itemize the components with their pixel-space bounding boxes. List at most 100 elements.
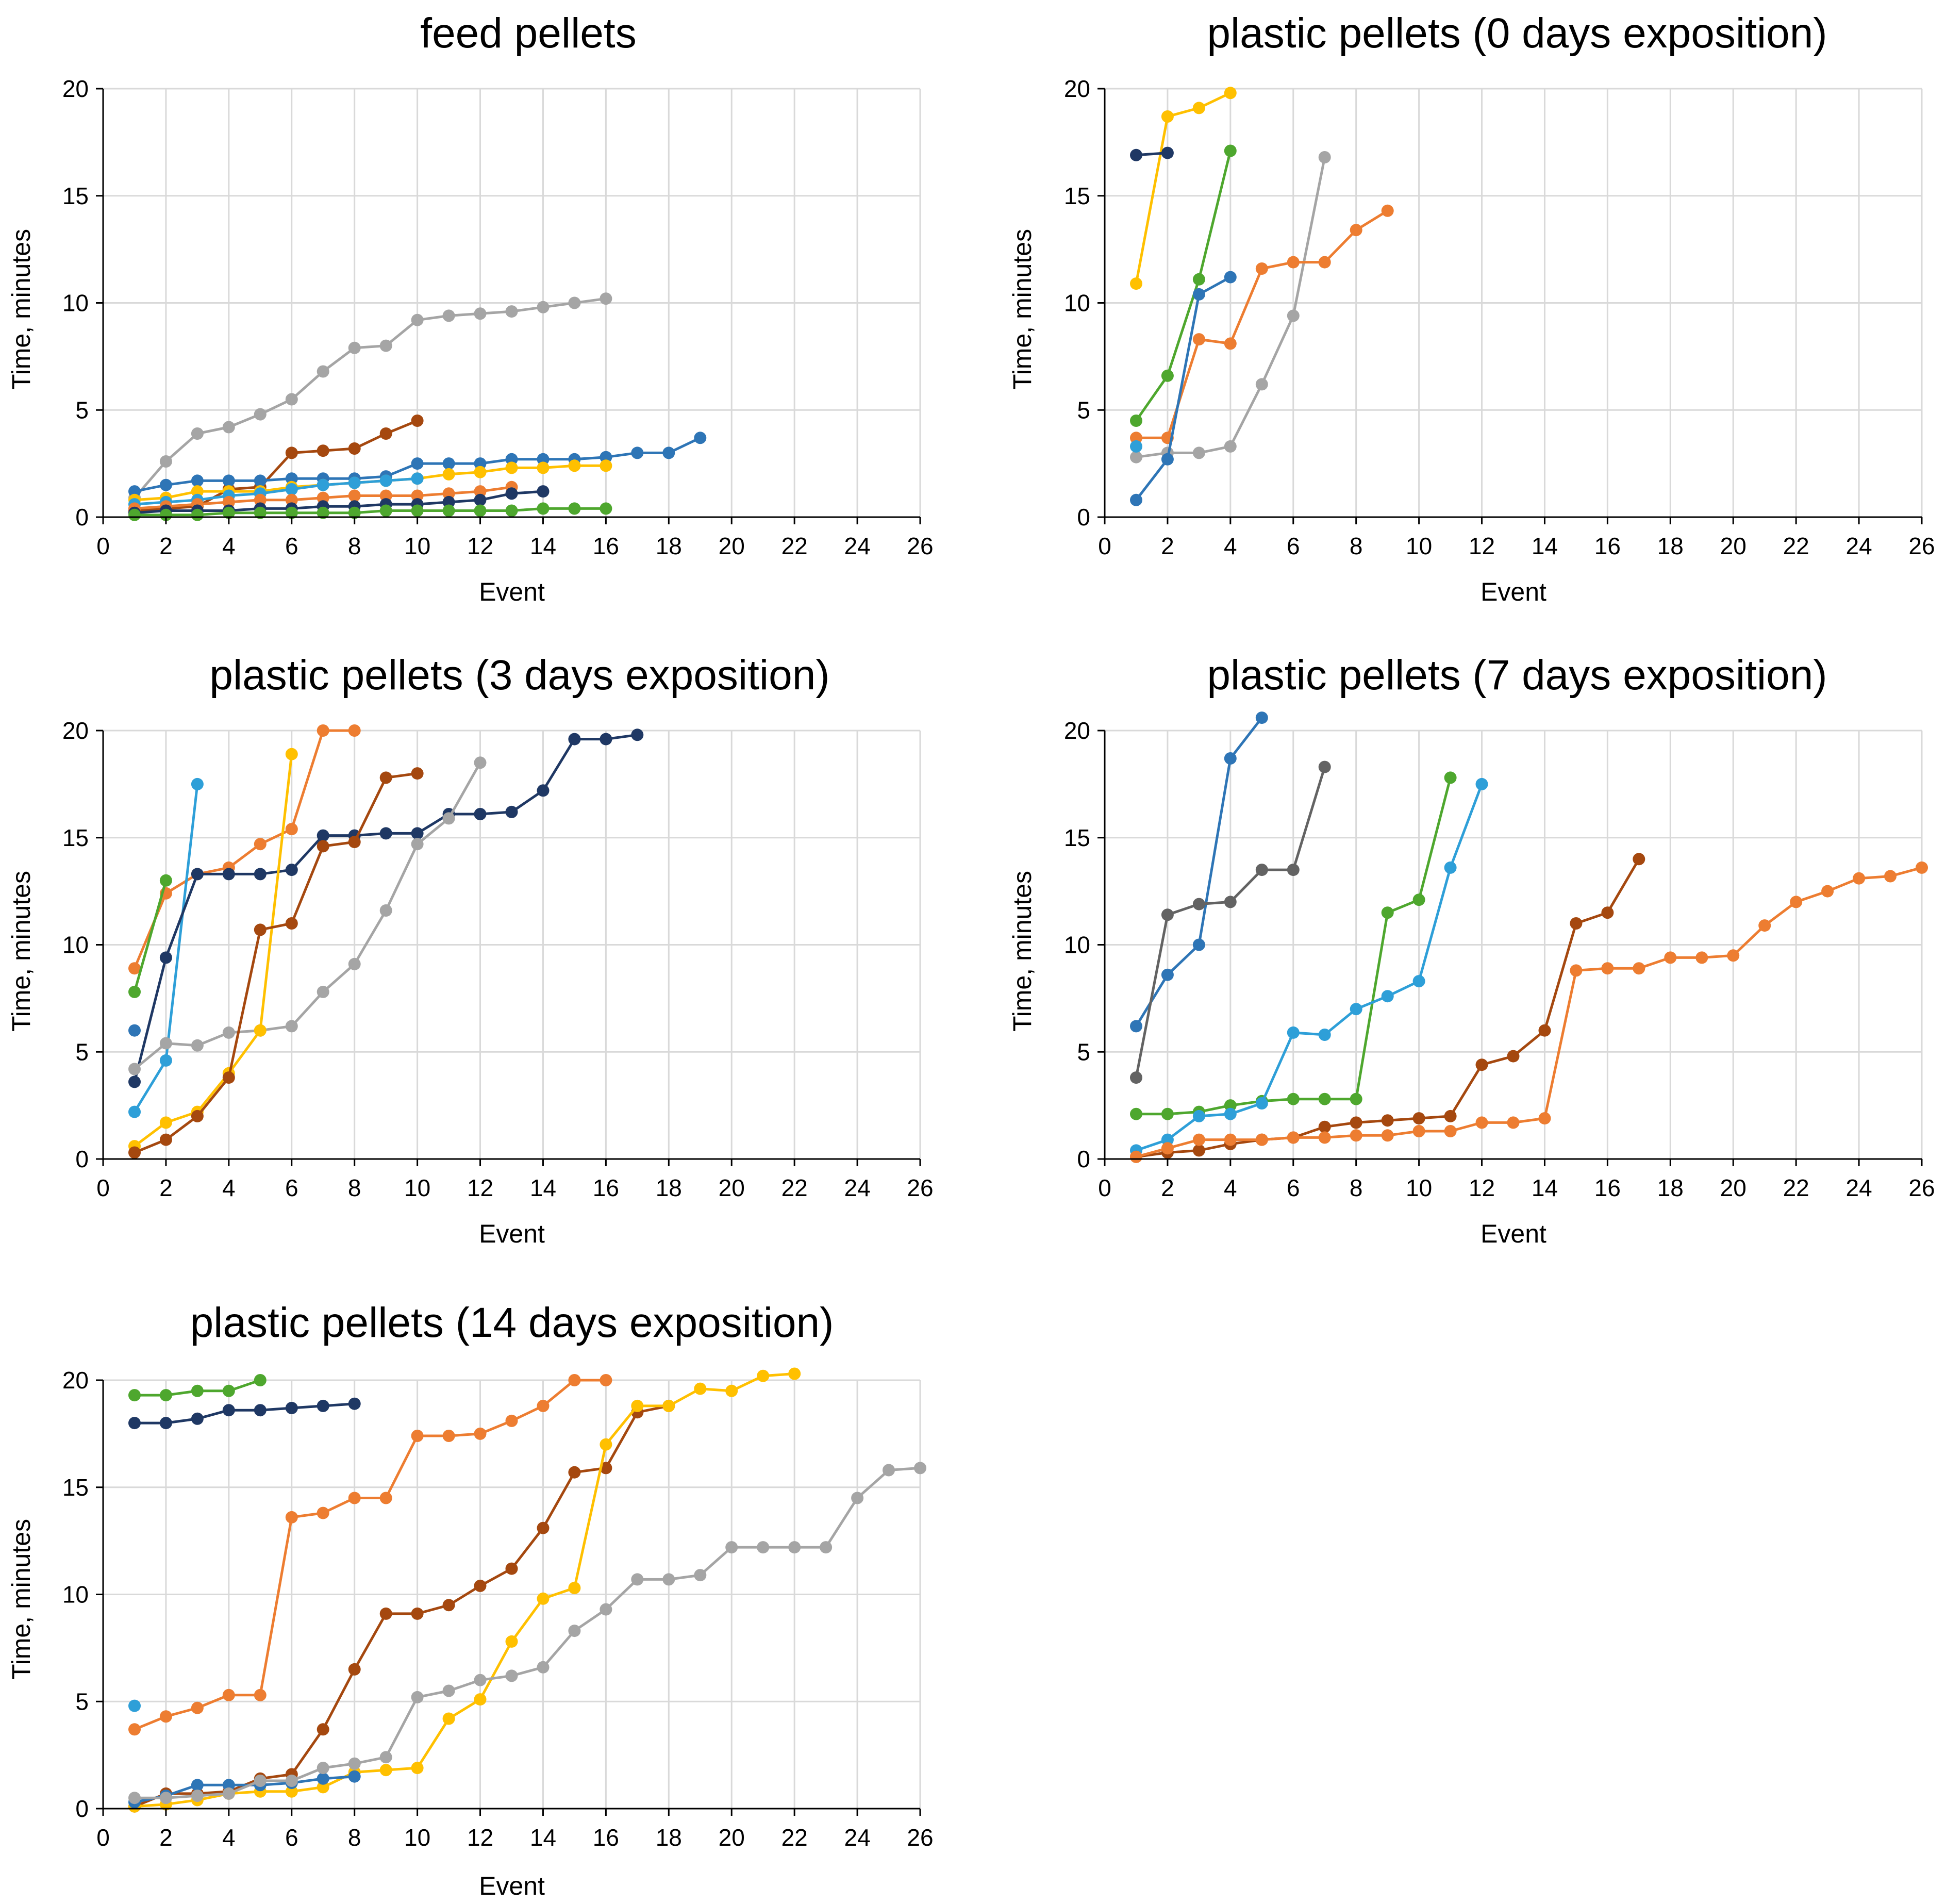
data-point [1287, 1131, 1300, 1144]
y-tick-label: 0 [75, 1795, 89, 1822]
x-tick-label: 0 [1098, 533, 1111, 559]
data-point [411, 489, 424, 502]
data-point [442, 468, 455, 481]
data-point [348, 1663, 361, 1676]
series-2 [1130, 146, 1174, 161]
data-point [1224, 1107, 1237, 1120]
data-point [1161, 369, 1174, 382]
series-7 [128, 748, 298, 1153]
x-tick-label: 10 [1406, 533, 1432, 559]
data-point [600, 459, 612, 472]
series-line [1135, 783, 1483, 1152]
y-tick-label: 0 [75, 1146, 89, 1172]
series-4 [128, 1024, 141, 1037]
data-point [1224, 337, 1237, 350]
data-point [128, 485, 141, 498]
data-point [411, 472, 424, 485]
x-tick-label: 6 [1287, 533, 1300, 559]
y-tick-label: 10 [1064, 932, 1090, 958]
y-tick-label: 10 [62, 290, 89, 317]
data-point [1916, 861, 1928, 874]
data-point [348, 957, 361, 970]
data-point [725, 1384, 738, 1397]
data-point [1695, 951, 1708, 964]
data-point [222, 1071, 235, 1084]
data-point [254, 493, 267, 506]
data-point [1381, 990, 1394, 1003]
series-1 [128, 1374, 267, 1402]
x-tick-label: 2 [159, 1824, 173, 1851]
x-tick-label: 6 [285, 1824, 298, 1851]
data-point [1192, 288, 1205, 301]
data-point [1161, 110, 1174, 123]
data-point [128, 1792, 141, 1804]
data-point [1192, 898, 1205, 910]
x-tick-label: 16 [593, 1174, 619, 1201]
data-point [442, 1684, 455, 1697]
data-point [442, 1712, 455, 1725]
data-point [379, 1607, 392, 1620]
y-tick-label: 0 [1077, 504, 1090, 531]
data-point [442, 1599, 455, 1612]
series-1 [1130, 87, 1237, 290]
data-point [568, 1582, 581, 1594]
x-tick-label: 4 [1224, 1174, 1237, 1201]
data-point [1412, 1125, 1425, 1137]
x-tick-label: 10 [404, 533, 430, 559]
data-point [1350, 1003, 1362, 1016]
chart-title: plastic pellets (3 days exposition) [209, 652, 829, 699]
data-point [883, 1464, 895, 1477]
data-point [1224, 87, 1237, 100]
data-point [1538, 1112, 1551, 1125]
series-1 [128, 292, 612, 504]
data-point [128, 1063, 141, 1075]
data-point [348, 442, 361, 455]
y-tick-label: 5 [1077, 396, 1090, 423]
data-point [442, 812, 455, 825]
data-point [285, 1020, 298, 1033]
data-point [1318, 151, 1331, 163]
data-point [1287, 1026, 1300, 1039]
data-point [285, 1785, 298, 1798]
data-point [1412, 893, 1425, 906]
y-tick-label: 20 [1064, 717, 1090, 744]
x-tick-label: 2 [1161, 1174, 1174, 1201]
data-point [537, 461, 550, 474]
data-point [1601, 962, 1614, 975]
data-point [474, 457, 487, 470]
x-tick-label: 12 [1469, 1174, 1495, 1201]
data-point [254, 408, 267, 421]
data-point [191, 868, 204, 881]
x-axis-label: Event [479, 1872, 545, 1900]
data-point [128, 1389, 141, 1402]
x-tick-label: 20 [1720, 533, 1747, 559]
data-point [505, 1562, 518, 1575]
data-point [694, 432, 707, 444]
x-tick-label: 8 [1350, 533, 1363, 559]
data-point [191, 1790, 204, 1802]
data-point [285, 1511, 298, 1524]
x-tick-label: 2 [159, 1174, 173, 1201]
series-1 [1130, 711, 1268, 1033]
data-point [1412, 975, 1425, 988]
data-point [159, 1417, 172, 1430]
data-point [631, 1573, 644, 1586]
data-point [1318, 1120, 1331, 1133]
data-point [1853, 872, 1866, 885]
x-tick-label: 18 [656, 1824, 682, 1851]
data-point [348, 476, 361, 489]
y-tick-label: 0 [1077, 1146, 1090, 1172]
x-tick-label: 20 [1720, 1174, 1747, 1201]
data-point [631, 446, 644, 459]
data-point [1381, 1114, 1394, 1127]
data-point [505, 305, 518, 318]
data-point [1570, 917, 1583, 930]
data-point [1192, 1144, 1205, 1157]
data-point [820, 1541, 833, 1554]
data-point [128, 962, 141, 975]
data-point [1130, 1150, 1142, 1163]
data-point [1224, 896, 1237, 908]
data-point [222, 1688, 235, 1701]
data-point [379, 474, 392, 487]
